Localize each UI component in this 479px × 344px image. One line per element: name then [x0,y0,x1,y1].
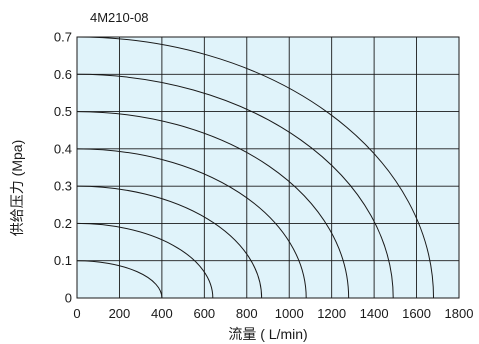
x-tick-label: 1600 [402,306,431,321]
pressure-curve-0-2 [76,222,214,299]
pressure-curve-0-7 [76,36,435,299]
y-tick-label: 0 [65,291,72,306]
y-tick-label: 0.6 [54,67,72,82]
x-tick-label: 600 [193,306,215,321]
y-axis-ticks: 0 0.1 0.2 0.3 0.4 0.5 0.6 0.7 [54,30,72,306]
y-axis-label: 供给压力 (Mpa) [9,140,25,236]
chart-title: 4M210-08 [90,10,149,25]
pressure-curve-0-5 [76,111,350,299]
pressure-curve-0-4 [76,148,307,299]
x-tick-label: 200 [109,306,131,321]
pressure-curves [76,36,435,299]
x-tick-label: 0 [73,306,80,321]
y-tick-label: 0.5 [54,104,72,119]
y-tick-label: 0.4 [54,141,72,156]
x-tick-label: 1400 [360,306,389,321]
grid-lines [77,37,459,298]
x-axis-label: 流量 ( L/min) [228,326,307,342]
pressure-curve-0-3 [76,185,263,299]
pressure-curve-0-1 [76,260,163,299]
y-tick-label: 0.2 [54,216,72,231]
x-tick-label: 400 [151,306,173,321]
plot-area [76,36,460,299]
x-tick-label: 1800 [445,306,474,321]
x-tick-label: 1000 [275,306,304,321]
x-axis-ticks: 0 200 400 600 800 1000 1200 1400 1600 1800 [73,306,473,321]
y-tick-label: 0.7 [54,30,72,45]
pressure-curve-0-6 [76,73,394,299]
y-tick-label: 0.3 [54,179,72,194]
x-tick-label: 800 [236,306,258,321]
y-tick-label: 0.1 [54,253,72,268]
x-tick-label: 1200 [317,306,346,321]
